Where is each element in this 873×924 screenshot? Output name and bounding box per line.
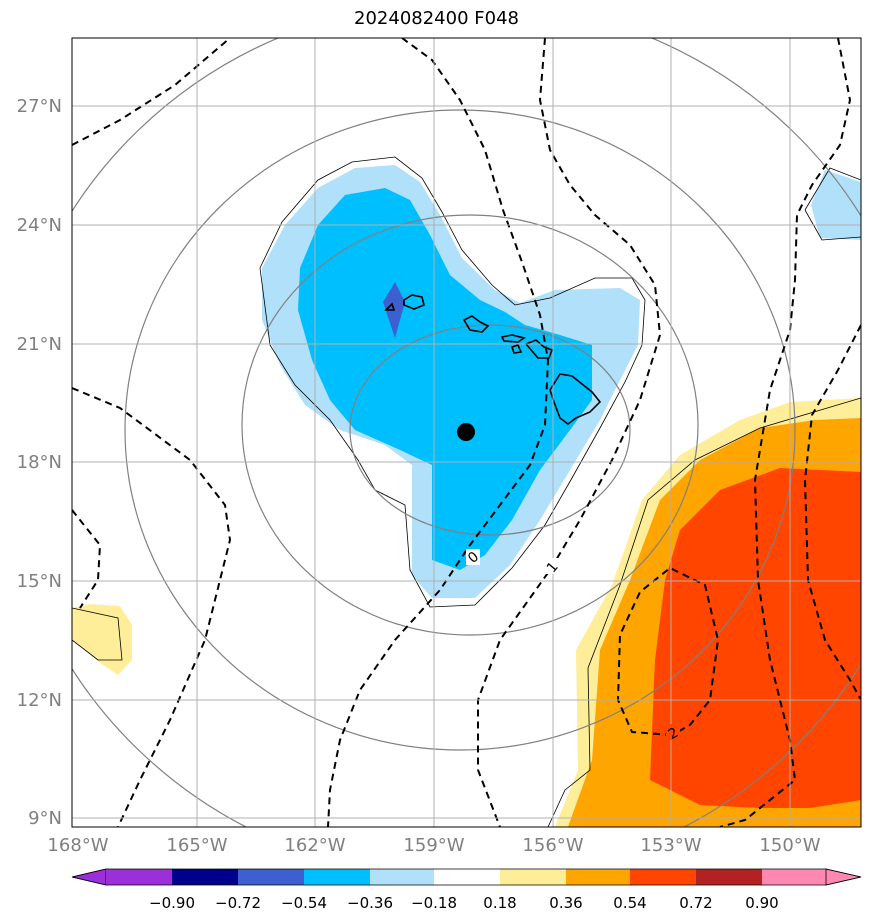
dashed-contour-one <box>477 38 662 827</box>
fill-light-blue-region-ne <box>811 170 861 240</box>
outline-contour-ne-lower <box>804 209 861 241</box>
outline-contours <box>72 156 861 827</box>
outline-contour-center <box>259 156 646 608</box>
island-kauai <box>403 294 425 310</box>
fill-yellow-region-w <box>72 604 132 675</box>
island-molokai <box>500 334 526 343</box>
lon-label: 150°W <box>759 835 820 856</box>
dashed-contour-e <box>803 324 861 701</box>
colorbar-extend-high <box>825 868 862 886</box>
colorbar-outline <box>71 868 862 886</box>
colorbar-segment <box>434 869 500 885</box>
gray-contours <box>72 38 861 827</box>
gray-contour-ring-3 <box>124 109 796 751</box>
lat-label: 21°N <box>17 334 62 355</box>
colorbar-segment <box>762 869 826 885</box>
outline-contour-w <box>72 607 123 661</box>
island-lanai <box>510 344 523 354</box>
colorbar-tick-label: 0.36 <box>549 894 582 912</box>
lon-label: 165°W <box>166 835 227 856</box>
colorbar-tick-label: −0.72 <box>215 894 261 912</box>
lon-label: 159°W <box>403 835 464 856</box>
latitude-labels: 27°N 24°N 21°N 18°N 15°N 12°N 9°N <box>17 96 62 829</box>
colorbar-tick-label: −0.90 <box>149 894 195 912</box>
graticule <box>72 38 861 827</box>
colorbar-segment <box>696 869 762 885</box>
colorbar-segment <box>566 869 630 885</box>
colorbar-segment <box>106 869 172 885</box>
colorbar-tick-label: 0.18 <box>483 894 516 912</box>
colorbar-segment <box>370 869 434 885</box>
outline-contour-ne <box>804 167 861 211</box>
map-plot-area: 0 1 2 <box>72 38 861 827</box>
colorbar-segment <box>304 869 370 885</box>
colorbar-tick-label: −0.18 <box>411 894 457 912</box>
dashed-contour-loop <box>616 566 720 737</box>
colorbar-segment <box>238 869 304 885</box>
gray-contour-ring-inner <box>349 324 631 536</box>
lat-label: 24°N <box>17 215 62 236</box>
contour-label-background <box>666 724 680 740</box>
dashed-contour-w <box>72 387 232 827</box>
outline-contour-se <box>547 397 861 827</box>
island-oahu <box>462 315 490 333</box>
lat-label: 27°N <box>17 96 62 117</box>
lat-label: 15°N <box>17 571 62 592</box>
lon-label: 153°W <box>640 835 701 856</box>
dashed-contour-zero <box>327 38 550 827</box>
anomaly-fill-layer <box>72 165 861 827</box>
colorbar-segment <box>172 869 238 885</box>
colorbar-tick-label: 0.90 <box>745 894 778 912</box>
fill-red-orange-region <box>650 468 861 808</box>
contour-labels: 0 1 2 <box>465 549 681 743</box>
gray-contour-ring-2 <box>241 214 699 636</box>
lon-label: 162°W <box>284 835 345 856</box>
dashed-contour-two <box>719 38 852 827</box>
dashed-contours <box>72 38 861 827</box>
dashed-contour-far-w <box>72 509 102 609</box>
colorbar-tick-label: 0.54 <box>613 894 646 912</box>
fill-blue-region <box>298 188 592 570</box>
lat-label: 12°N <box>17 690 62 711</box>
map-frame <box>71 37 862 828</box>
lon-label: 156°W <box>522 835 583 856</box>
lat-label: 9°N <box>28 808 62 829</box>
colorbar-segment <box>630 869 696 885</box>
colorbar-segment <box>500 869 566 885</box>
island-niihau <box>384 302 396 311</box>
longitude-labels: 168°W 165°W 162°W 159°W 156°W 153°W 150°… <box>47 835 820 856</box>
map-title: 2024082400 F048 <box>354 8 519 29</box>
colorbar-tick-label: 0.72 <box>679 894 712 912</box>
lat-label: 18°N <box>17 452 62 473</box>
dashed-contour-nw <box>72 38 231 146</box>
contour-label-background <box>466 549 480 565</box>
colorbar <box>71 868 862 886</box>
island-maui <box>524 339 554 359</box>
lon-label: 168°W <box>47 835 108 856</box>
colorbar-tick-labels: −0.90 −0.72 −0.54 −0.36 −0.18 0.18 0.36 … <box>149 894 779 912</box>
storm-center-marker <box>457 423 475 441</box>
colorbar-extend-low <box>71 868 107 886</box>
colorbar-tick-label: −0.54 <box>281 894 327 912</box>
contour-label-background <box>545 558 559 574</box>
colorbar-tick-label: −0.36 <box>347 894 393 912</box>
